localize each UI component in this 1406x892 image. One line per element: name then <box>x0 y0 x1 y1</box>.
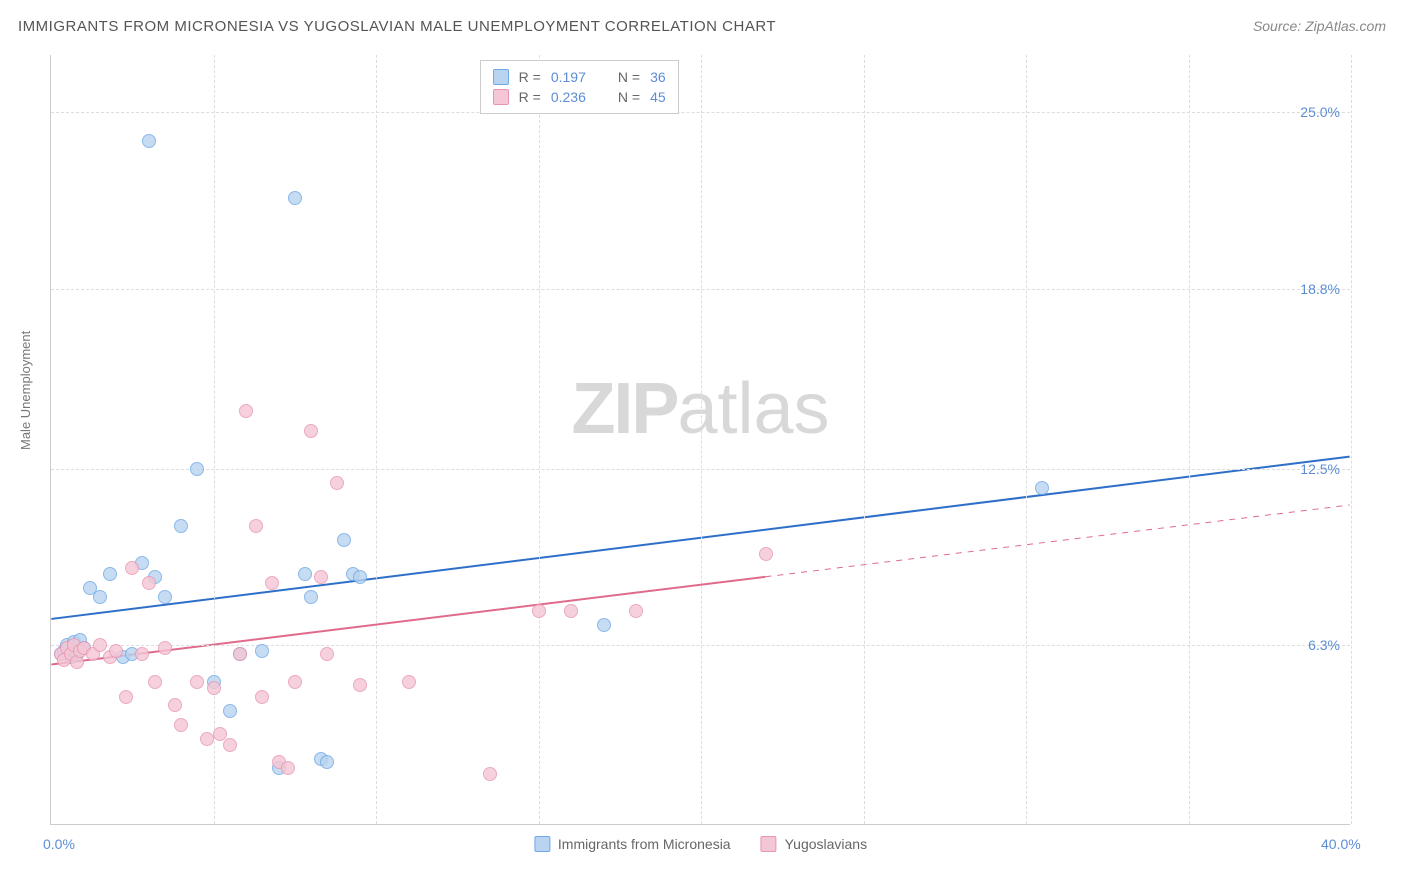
gridline-vertical <box>539 55 540 824</box>
data-point-micronesia <box>190 462 204 476</box>
gridline-vertical <box>864 55 865 824</box>
data-point-yugoslavians <box>255 690 269 704</box>
legend-swatch-icon <box>493 89 509 105</box>
legend-r-value: 0.236 <box>551 89 586 105</box>
data-point-micronesia <box>597 618 611 632</box>
data-point-yugoslavians <box>125 561 139 575</box>
data-point-yugoslavians <box>288 675 302 689</box>
series-legend-item-yugoslavians: Yugoslavians <box>761 836 868 852</box>
series-legend-label: Immigrants from Micronesia <box>558 836 731 852</box>
legend-n-value: 36 <box>650 69 666 85</box>
data-point-yugoslavians <box>629 604 643 618</box>
data-point-yugoslavians <box>353 678 367 692</box>
data-point-yugoslavians <box>483 767 497 781</box>
legend-row-yugoslavians: R = 0.236 N = 45 <box>493 87 666 107</box>
data-point-yugoslavians <box>148 675 162 689</box>
legend-swatch-icon <box>534 836 550 852</box>
data-point-micronesia <box>158 590 172 604</box>
data-point-yugoslavians <box>281 761 295 775</box>
gridline-vertical <box>214 55 215 824</box>
data-point-yugoslavians <box>330 476 344 490</box>
data-point-micronesia <box>337 533 351 547</box>
legend-swatch-icon <box>493 69 509 85</box>
data-point-yugoslavians <box>265 576 279 590</box>
data-point-micronesia <box>353 570 367 584</box>
series-legend: Immigrants from Micronesia Yugoslavians <box>534 836 867 852</box>
data-point-micronesia <box>304 590 318 604</box>
data-point-yugoslavians <box>142 576 156 590</box>
data-point-micronesia <box>320 755 334 769</box>
gridline-vertical <box>1351 55 1352 824</box>
data-point-micronesia <box>93 590 107 604</box>
data-point-yugoslavians <box>532 604 546 618</box>
data-point-yugoslavians <box>168 698 182 712</box>
data-point-yugoslavians <box>200 732 214 746</box>
data-point-micronesia <box>288 191 302 205</box>
series-legend-label: Yugoslavians <box>785 836 868 852</box>
y-tick-label: 6.3% <box>1308 637 1340 653</box>
legend-row-micronesia: R = 0.197 N = 36 <box>493 67 666 87</box>
data-point-micronesia <box>1035 481 1049 495</box>
correlation-legend: R = 0.197 N = 36 R = 0.236 N = 45 <box>480 60 679 114</box>
legend-n-label: N = <box>618 69 640 85</box>
y-tick-label: 25.0% <box>1300 104 1340 120</box>
y-tick-label: 18.8% <box>1300 281 1340 297</box>
data-point-yugoslavians <box>109 644 123 658</box>
data-point-yugoslavians <box>239 404 253 418</box>
data-point-yugoslavians <box>320 647 334 661</box>
data-point-micronesia <box>223 704 237 718</box>
plot-area: ZIPatlas R =0.197N =36R =0.236N =45 Immi… <box>50 55 1350 825</box>
data-point-yugoslavians <box>314 570 328 584</box>
data-point-yugoslavians <box>759 547 773 561</box>
data-point-yugoslavians <box>119 690 133 704</box>
x-tick-label: 40.0% <box>1321 836 1361 852</box>
legend-n-label: N = <box>618 89 640 105</box>
source-attribution: Source: ZipAtlas.com <box>1253 18 1386 34</box>
data-point-micronesia <box>103 567 117 581</box>
data-point-yugoslavians <box>207 681 221 695</box>
trendline-extrapolated-yugoslavians <box>765 505 1349 577</box>
legend-r-value: 0.197 <box>551 69 586 85</box>
gridline-vertical <box>701 55 702 824</box>
data-point-yugoslavians <box>158 641 172 655</box>
legend-swatch-icon <box>761 836 777 852</box>
data-point-yugoslavians <box>233 647 247 661</box>
data-point-yugoslavians <box>190 675 204 689</box>
series-legend-item-micronesia: Immigrants from Micronesia <box>534 836 731 852</box>
data-point-yugoslavians <box>135 647 149 661</box>
data-point-micronesia <box>174 519 188 533</box>
data-point-micronesia <box>142 134 156 148</box>
legend-r-label: R = <box>519 69 541 85</box>
y-tick-label: 12.5% <box>1300 461 1340 477</box>
y-axis-label: Male Unemployment <box>18 331 33 450</box>
gridline-vertical <box>1026 55 1027 824</box>
data-point-yugoslavians <box>174 718 188 732</box>
legend-n-value: 45 <box>650 89 666 105</box>
gridline-vertical <box>1189 55 1190 824</box>
data-point-yugoslavians <box>304 424 318 438</box>
data-point-yugoslavians <box>223 738 237 752</box>
x-tick-label: 0.0% <box>43 836 75 852</box>
data-point-yugoslavians <box>564 604 578 618</box>
data-point-yugoslavians <box>402 675 416 689</box>
chart-container: IMMIGRANTS FROM MICRONESIA VS YUGOSLAVIA… <box>0 0 1406 892</box>
data-point-yugoslavians <box>249 519 263 533</box>
watermark-bold: ZIP <box>571 369 677 449</box>
gridline-vertical <box>376 55 377 824</box>
legend-r-label: R = <box>519 89 541 105</box>
chart-title: IMMIGRANTS FROM MICRONESIA VS YUGOSLAVIA… <box>18 18 776 35</box>
data-point-micronesia <box>298 567 312 581</box>
data-point-micronesia <box>255 644 269 658</box>
